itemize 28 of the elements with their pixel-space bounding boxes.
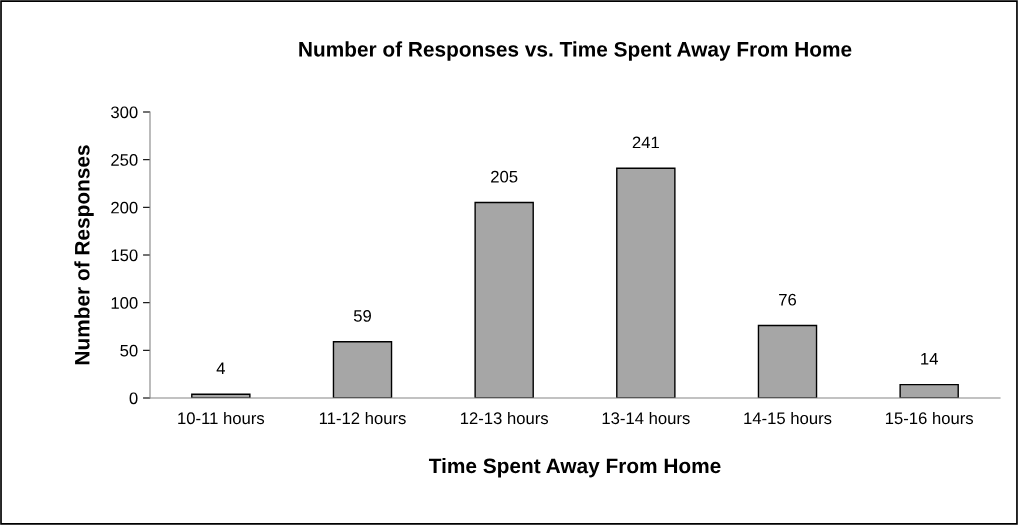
- data-label: 14: [921, 353, 938, 365]
- bar: [474, 201, 534, 398]
- x-tick-label: 10-11 hours: [178, 411, 265, 425]
- bar: [899, 383, 959, 398]
- y-tick-label: 0: [129, 392, 138, 405]
- y-tick-label: 50: [120, 344, 138, 357]
- x-axis-title: Time Spent Away From Home: [428, 457, 721, 478]
- data-label: 205: [491, 170, 518, 183]
- bar: [332, 341, 393, 398]
- chart-title: Number of Responses vs. Time Spent Away From Home: [299, 41, 852, 61]
- data-label: 4: [216, 362, 225, 375]
- bar: [757, 324, 818, 398]
- x-tick-label: 15-16 hours: [885, 411, 974, 425]
- y-tick-label: 150: [111, 249, 138, 262]
- x-tick-label: 11-12 hours: [319, 411, 406, 425]
- y-tick-label: 300: [111, 106, 138, 119]
- y-tick-label: 100: [111, 297, 138, 309]
- data-label: 59: [353, 309, 371, 322]
- data-label: 76: [779, 293, 797, 306]
- x-tick-label: 12-13 hours: [460, 411, 549, 425]
- bar: [191, 393, 251, 398]
- x-tick-label: 13-14 hours: [602, 411, 690, 425]
- x-tick-label: 14-15 hours: [744, 411, 832, 425]
- y-tick-label: 200: [111, 201, 138, 214]
- data-label: 241: [632, 136, 659, 149]
- y-axis-title: Number of Responses: [74, 145, 94, 365]
- y-tick-label: 250: [111, 154, 138, 166]
- bar: [616, 167, 676, 398]
